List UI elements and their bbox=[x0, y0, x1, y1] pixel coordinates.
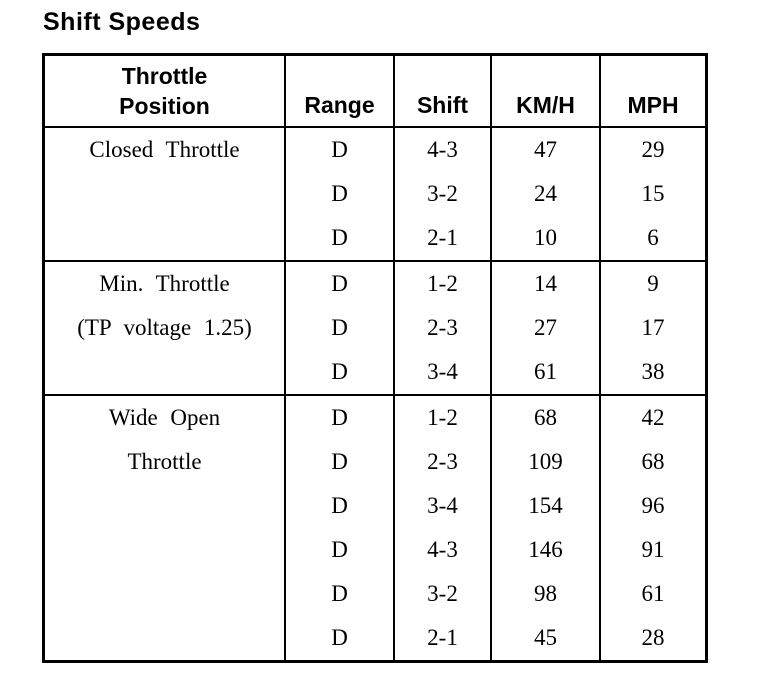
range-value: D bbox=[331, 581, 348, 606]
mph-value: 68 bbox=[641, 449, 665, 474]
kmh-value: 146 bbox=[528, 537, 563, 562]
range-value: D bbox=[331, 625, 348, 650]
shift-value: 2-3 bbox=[427, 315, 458, 340]
shift-speeds-table: Throttle Position Range Shift KM/H MPH C… bbox=[42, 53, 708, 663]
page-title: Shift Speeds bbox=[43, 8, 201, 36]
throttle-position-cell: Closed Throttle bbox=[45, 128, 286, 260]
shift-value: 4-3 bbox=[427, 137, 458, 162]
mph-value: 17 bbox=[641, 315, 665, 340]
kmh-value: 14 bbox=[534, 271, 557, 296]
mph-value: 61 bbox=[641, 581, 665, 606]
range-value: D bbox=[331, 449, 348, 474]
range-value: D bbox=[331, 271, 348, 296]
header-throttle-line2: Position bbox=[119, 93, 210, 119]
kmh-column: 47 24 10 bbox=[492, 128, 601, 260]
kmh-value: 45 bbox=[534, 625, 557, 650]
range-value: D bbox=[331, 359, 348, 384]
shift-value: 2-1 bbox=[427, 225, 458, 250]
header-cell-range: Range bbox=[286, 56, 395, 126]
shift-column: 1-2 2-3 3-4 4-3 3-2 2-1 bbox=[395, 396, 492, 660]
shift-value: 3-2 bbox=[427, 181, 458, 206]
kmh-value: 109 bbox=[528, 449, 563, 474]
throttle-position-cell: Wide Open Throttle bbox=[45, 396, 286, 660]
mph-value: 91 bbox=[641, 537, 665, 562]
range-value: D bbox=[331, 405, 348, 430]
kmh-value: 24 bbox=[534, 181, 557, 206]
range-column: D D D bbox=[286, 262, 395, 394]
shift-value: 2-3 bbox=[427, 449, 458, 474]
kmh-value: 61 bbox=[534, 359, 557, 384]
shift-value: 1-2 bbox=[427, 271, 458, 296]
mph-column: 42 68 96 91 61 28 bbox=[601, 396, 705, 660]
header-cell-shift: Shift bbox=[395, 56, 492, 126]
throttle-label-line bbox=[45, 172, 284, 216]
mph-value: 38 bbox=[641, 359, 665, 384]
throttle-position-cell: Min. Throttle (TP voltage 1.25) bbox=[45, 262, 286, 394]
shift-value: 3-4 bbox=[427, 359, 458, 384]
header-cell-mph: MPH bbox=[627, 92, 679, 118]
shift-value: 4-3 bbox=[427, 537, 458, 562]
kmh-value: 98 bbox=[534, 581, 557, 606]
shift-column: 1-2 2-3 3-4 bbox=[395, 262, 492, 394]
kmh-value: 154 bbox=[528, 493, 563, 518]
shift-value: 3-4 bbox=[427, 493, 458, 518]
kmh-value: 27 bbox=[534, 315, 557, 340]
range-value: D bbox=[331, 537, 348, 562]
mph-column: 29 15 6 bbox=[601, 128, 705, 260]
mph-value: 29 bbox=[641, 137, 665, 162]
throttle-label-line: Wide Open bbox=[108, 405, 221, 430]
range-value: D bbox=[331, 225, 348, 250]
table-group-min-throttle: Min. Throttle (TP voltage 1.25) D D D 1-… bbox=[45, 260, 705, 394]
range-value: D bbox=[331, 137, 348, 162]
shift-column: 4-3 3-2 2-1 bbox=[395, 128, 492, 260]
range-value: D bbox=[331, 315, 348, 340]
table-group-closed-throttle: Closed Throttle D D D 4-3 3-2 2-1 47 24 … bbox=[45, 128, 705, 260]
range-value: D bbox=[331, 181, 348, 206]
range-column: D D D bbox=[286, 128, 395, 260]
kmh-value: 68 bbox=[534, 405, 557, 430]
mph-value: 96 bbox=[641, 493, 665, 518]
mph-value: 9 bbox=[647, 271, 659, 296]
mph-column: 9 17 38 bbox=[601, 262, 705, 394]
kmh-value: 47 bbox=[534, 137, 557, 162]
throttle-label-line: Min. Throttle bbox=[99, 271, 230, 296]
range-value: D bbox=[331, 493, 348, 518]
shift-value: 3-2 bbox=[427, 581, 458, 606]
kmh-value: 10 bbox=[534, 225, 557, 250]
kmh-column: 14 27 61 bbox=[492, 262, 601, 394]
throttle-label-line: Closed Throttle bbox=[89, 137, 240, 162]
throttle-label-line: (TP voltage 1.25) bbox=[77, 315, 252, 340]
table-group-wide-open-throttle: Wide Open Throttle D D D D D D 1-2 2-3 3… bbox=[45, 394, 705, 660]
throttle-label-line: Throttle bbox=[127, 449, 202, 474]
mph-value: 42 bbox=[641, 405, 665, 430]
kmh-column: 68 109 154 146 98 45 bbox=[492, 396, 601, 660]
range-column: D D D D D D bbox=[286, 396, 395, 660]
header-throttle-line1: Throttle bbox=[121, 63, 208, 89]
shift-value: 2-1 bbox=[427, 625, 458, 650]
shift-value: 1-2 bbox=[427, 405, 458, 430]
header-cell-throttle-position: Throttle Position bbox=[45, 56, 286, 126]
table-header-row: Throttle Position Range Shift KM/H MPH bbox=[45, 56, 705, 128]
mph-value: 28 bbox=[641, 625, 665, 650]
mph-value: 6 bbox=[647, 225, 659, 250]
mph-value: 15 bbox=[641, 181, 665, 206]
header-cell-kmh: KM/H bbox=[492, 56, 601, 126]
